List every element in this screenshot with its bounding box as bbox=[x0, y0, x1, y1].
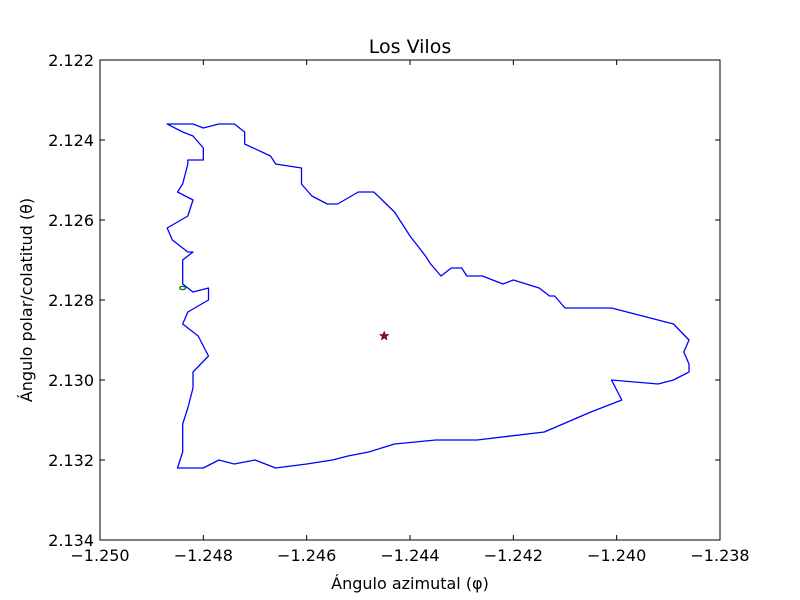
green-marker bbox=[179, 285, 187, 291]
chart-title: Los Vilos bbox=[369, 36, 451, 58]
data-marks bbox=[166, 123, 690, 469]
x-axis-label: Ángulo azimutal (φ) bbox=[331, 574, 489, 593]
x-tick-label: −1.240 bbox=[587, 546, 646, 565]
y-tick-label: 2.122 bbox=[48, 51, 94, 70]
x-tick-label: −1.244 bbox=[380, 546, 439, 565]
x-tick-label: −1.238 bbox=[690, 546, 749, 565]
axis-ticks: −1.250 −1.248 −1.246 −1.244 −1.242 −1.240 −1.2… bbox=[48, 51, 749, 565]
boundary-line bbox=[166, 123, 690, 469]
x-tick-label: −1.248 bbox=[174, 546, 233, 565]
star-marker bbox=[379, 330, 390, 341]
x-tick-label: −1.242 bbox=[484, 546, 543, 565]
x-tick-label: −1.246 bbox=[277, 546, 336, 565]
y-tick-label: 2.134 bbox=[48, 531, 94, 550]
y-tick-label: 2.124 bbox=[48, 131, 94, 150]
y-tick-label: 2.130 bbox=[48, 371, 94, 390]
y-tick-label: 2.128 bbox=[48, 291, 94, 310]
y-axis-label: Ángulo polar/colatitud (θ) bbox=[17, 198, 36, 402]
x-tick-label: −1.250 bbox=[70, 546, 129, 565]
y-tick-label: 2.132 bbox=[48, 451, 94, 470]
y-tick-label: 2.126 bbox=[48, 211, 94, 230]
